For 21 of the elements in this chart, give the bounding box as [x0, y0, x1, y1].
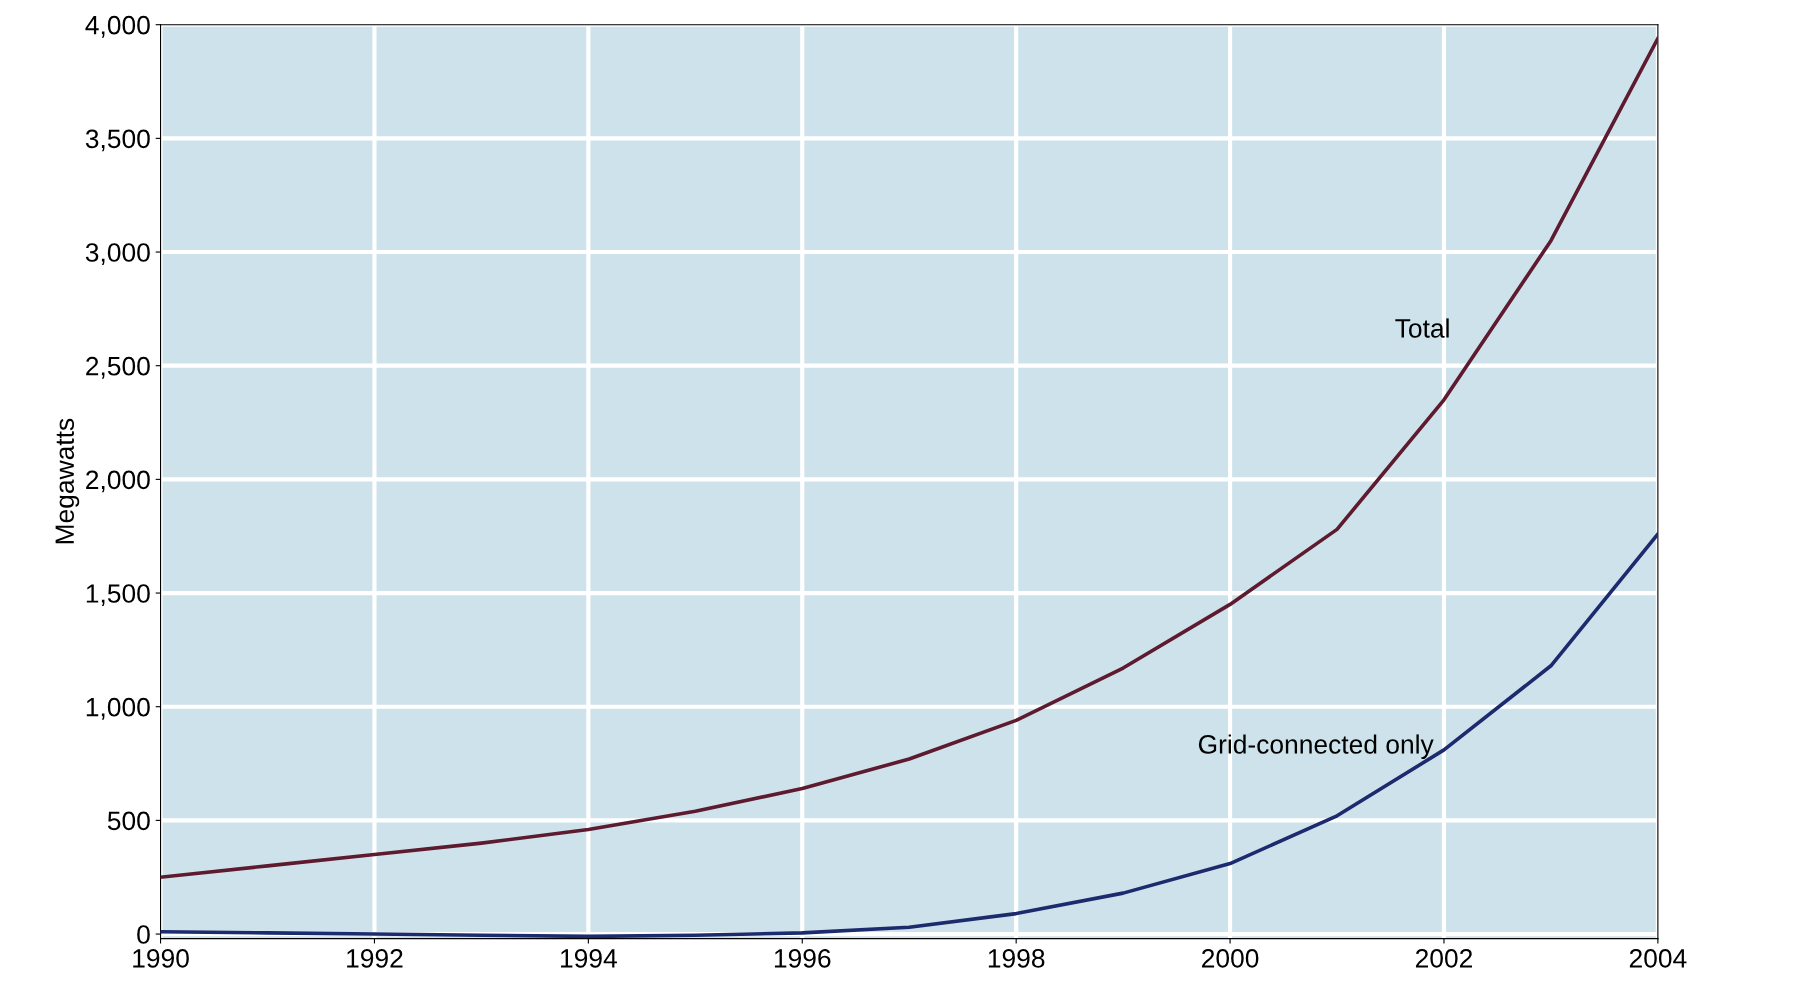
y-tick-label: 500 [107, 811, 150, 831]
x-tick-label: 1992 [347, 949, 403, 968]
y-tick-label: 3,500 [85, 129, 150, 152]
x-tick-label: 1994 [561, 949, 617, 968]
y-tick-label: 2,000 [86, 470, 150, 493]
series-label: Total [1395, 318, 1449, 338]
y-axis-title: Megawatts [55, 418, 80, 544]
y-tick-label: 0 [137, 925, 150, 944]
y-tick-label: 2,500 [86, 356, 150, 379]
x-tick-label: 1998 [988, 949, 1045, 968]
x-tick-label: 1990 [133, 949, 189, 968]
line-series [160, 36, 1658, 880]
y-tick-label: 1,500 [86, 584, 150, 606]
x-tick-label: 2004 [1629, 949, 1687, 968]
y-tick-label: 1,000 [86, 697, 150, 720]
series-label: Grid-connected only [1198, 734, 1434, 759]
x-tick-label: 2002 [1415, 949, 1472, 968]
y-tick-label: 4,000 [85, 15, 150, 38]
x-tick-label: 1996 [774, 949, 831, 968]
x-tick-label: 2000 [1202, 949, 1259, 968]
y-tick-label: 3,000 [85, 243, 150, 265]
